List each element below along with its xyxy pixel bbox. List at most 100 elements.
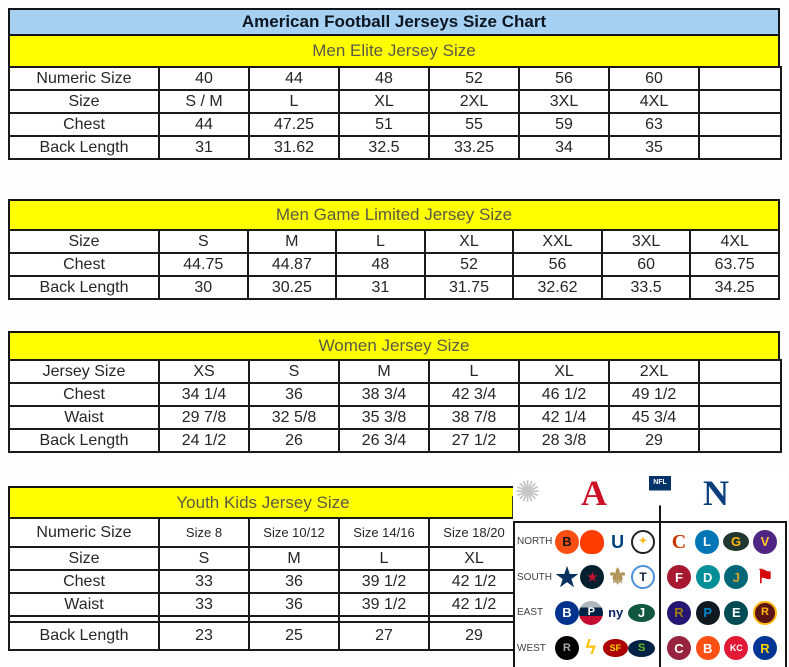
division-label: SOUTH xyxy=(517,571,552,583)
table-row: Back Length 30 30.25 31 31.75 32.62 33.5… xyxy=(8,275,780,300)
cell: Size 10/12 xyxy=(248,517,340,548)
cell: 47.25 xyxy=(248,112,340,137)
cell: S xyxy=(248,359,340,384)
broncos-logo-icon: B xyxy=(695,636,720,661)
row-header: Size xyxy=(8,229,160,254)
cell: 4XL xyxy=(608,89,700,114)
afc-north-logos: B U ✦ xyxy=(555,529,655,554)
cell: 4XL xyxy=(689,229,780,254)
cell: 55 xyxy=(428,112,520,137)
cell: 32.62 xyxy=(512,275,603,300)
men-game-limited-table: Size S M L XL XXL 3XL 4XL Chest 44.75 44… xyxy=(8,229,780,300)
cell: 31 xyxy=(335,275,426,300)
cell: L xyxy=(428,359,520,384)
table-row: Chest 34 1/4 36 38 3/4 42 3/4 46 1/2 49 … xyxy=(8,382,782,407)
cell: 40 xyxy=(158,66,250,91)
cell: 44 xyxy=(248,66,340,91)
cell: L xyxy=(335,229,426,254)
cell xyxy=(698,89,782,114)
cell: 27 xyxy=(338,621,430,651)
cell xyxy=(698,66,782,91)
division-label: EAST xyxy=(517,607,544,619)
cell: 42 1/2 xyxy=(428,592,520,617)
row-header: Chest xyxy=(8,382,160,407)
afc-logo-icon: A xyxy=(581,473,607,513)
cell: 33.5 xyxy=(600,275,692,300)
cell: 59 xyxy=(518,112,610,137)
table-row: Size S M L XL xyxy=(8,546,520,571)
jets-logo-icon: J xyxy=(627,603,655,622)
cell: 60 xyxy=(608,66,700,91)
cell xyxy=(698,112,782,137)
cell: 34.25 xyxy=(689,275,780,300)
youth-kids-table: Numeric Size Size 8 Size 10/12 Size 14/1… xyxy=(8,517,520,651)
nfc-south-logos: F D J ⚑ xyxy=(667,565,777,590)
cell: Size 14/16 xyxy=(338,517,430,548)
cell: 48 xyxy=(335,252,426,277)
cell: 36 xyxy=(248,569,340,594)
vikings-logo-icon: V xyxy=(753,529,777,554)
raiders-logo-icon: R xyxy=(555,636,579,661)
table-row: Back Length 23 25 27 29 xyxy=(8,621,520,651)
cell: 35 3/8 xyxy=(338,405,430,430)
cell: 32.5 xyxy=(338,135,430,160)
cell: 33 xyxy=(158,592,250,617)
cell: 56 xyxy=(512,252,603,277)
cell: 39 1/2 xyxy=(338,569,430,594)
table-row: Waist 33 36 39 1/2 42 1/2 xyxy=(8,592,520,617)
division-row-north: NORTH B U ✦ C L G V xyxy=(517,525,785,559)
chargers-logo-icon: ϟ xyxy=(578,636,603,661)
nfc-logo-icon: N xyxy=(703,473,729,513)
page-title: American Football Jerseys Size Chart xyxy=(8,8,780,36)
divider xyxy=(785,521,787,667)
cell: XL xyxy=(428,546,520,571)
nfl-teams-panel: ✺ A NFL N NORTH B U ✦ C L G V xyxy=(513,472,787,667)
divider xyxy=(513,521,515,667)
cell: 3XL xyxy=(518,89,610,114)
division-row-south: SOUTH ★ ★ ⚜ T F D J ⚑ xyxy=(517,560,785,594)
lions-logo-icon: L xyxy=(695,529,719,554)
saints-logo-icon: ⚜ xyxy=(605,565,630,590)
bears-logo-icon: C xyxy=(667,529,691,554)
division-grid: NORTH B U ✦ C L G V SOUTH ★ ★ xyxy=(517,524,785,666)
dolphins-logo-icon: D xyxy=(695,565,720,590)
row-header: Waist xyxy=(8,405,160,430)
nfc-west-logos: C B KC R xyxy=(667,636,777,661)
row-header: Chest xyxy=(8,252,160,277)
cell: 30.25 xyxy=(246,275,338,300)
row-header: Back Length xyxy=(8,621,160,651)
cell: 31.75 xyxy=(423,275,515,300)
steelers-logo-icon: ✦ xyxy=(630,529,655,554)
cell: 56 xyxy=(518,66,610,91)
cell: 45 3/4 xyxy=(608,405,700,430)
division-label: WEST xyxy=(517,642,546,654)
men-elite-table: Numeric Size 40 44 48 52 56 60 Size S / … xyxy=(8,66,782,160)
cell: 32 5/8 xyxy=(248,405,340,430)
row-header: Size xyxy=(8,546,160,571)
cell: XL xyxy=(423,229,515,254)
afc-east-logos: B P ny J xyxy=(555,600,655,625)
cell: M xyxy=(246,229,338,254)
cell: 46 1/2 xyxy=(518,382,610,407)
nfc-north-logos: C L G V xyxy=(667,529,777,554)
youth-kids-header: Youth Kids Jersey Size xyxy=(8,486,518,517)
division-row-west: WEST R ϟ SF S C B KC R xyxy=(517,631,785,665)
cardinals-logo-icon: C xyxy=(667,636,691,661)
cell: 31.62 xyxy=(248,135,340,160)
row-header: Chest xyxy=(8,569,160,594)
chiefs-logo-icon: KC xyxy=(724,636,749,661)
women-table: Jersey Size XS S M L XL 2XL Chest 34 1/4… xyxy=(8,359,782,453)
cell: S / M xyxy=(158,89,250,114)
spacer-row xyxy=(8,615,520,623)
texans-logo-icon: ★ xyxy=(580,565,605,590)
jaguars-logo-icon: J xyxy=(724,565,749,590)
cell xyxy=(698,428,782,453)
row-header: Back Length xyxy=(8,275,160,300)
cell: 27 1/2 xyxy=(428,428,520,453)
cell: 52 xyxy=(423,252,515,277)
cell: 29 xyxy=(428,621,520,651)
cell: M xyxy=(248,546,340,571)
divider xyxy=(513,521,787,523)
cell: 39 1/2 xyxy=(338,592,430,617)
